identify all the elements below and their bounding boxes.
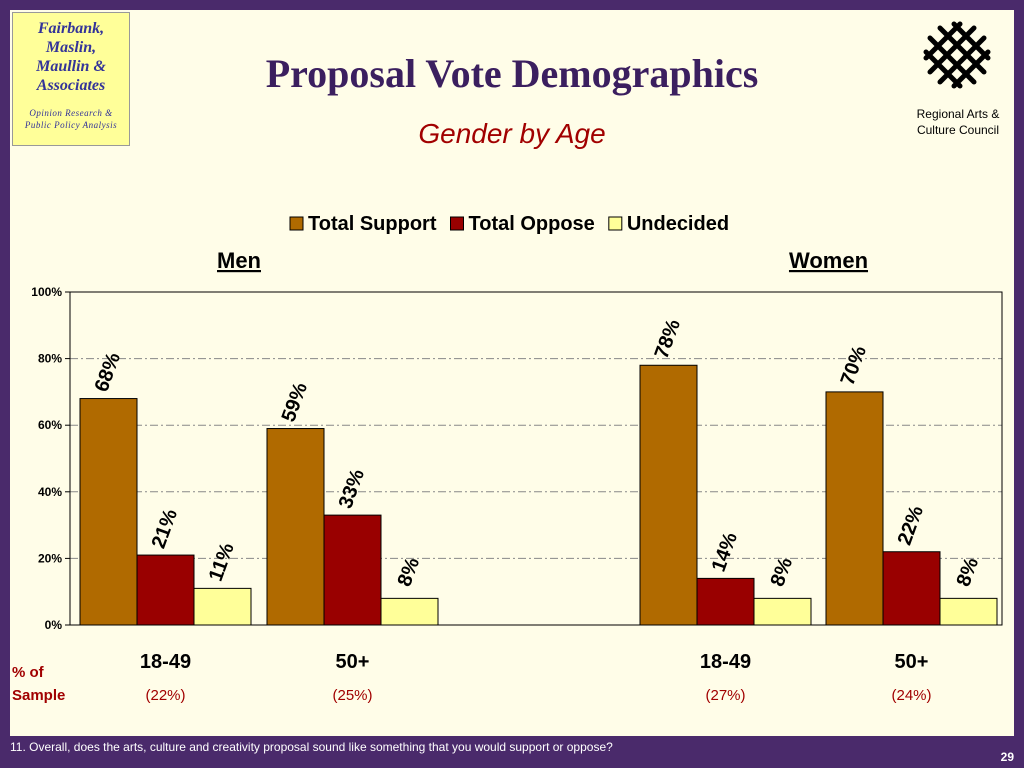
data-label: 70% bbox=[837, 343, 871, 388]
chart-legend: Total Support Total Oppose Undecided bbox=[289, 213, 729, 235]
legend-label: Undecided bbox=[627, 213, 729, 235]
page-subtitle: Gender by Age bbox=[418, 118, 606, 149]
data-label: 59% bbox=[278, 380, 312, 425]
bar bbox=[639, 364, 698, 626]
sample-percent: (24%) bbox=[891, 687, 931, 704]
bar-chart: Total Support Total Oppose Undecided Men Wo… bbox=[12, 213, 1003, 704]
sample-percent: (25%) bbox=[332, 687, 372, 704]
data-label: 11% bbox=[205, 540, 239, 584]
legend-label: Total Oppose bbox=[469, 213, 595, 235]
question-footnote: 11. Overall, does the arts, culture and … bbox=[10, 740, 613, 754]
plot-area bbox=[69, 291, 1003, 626]
council-name: Regional Arts & Culture Council bbox=[900, 106, 1016, 138]
legend-swatch bbox=[450, 216, 464, 231]
legend-label: Total Support bbox=[308, 213, 437, 235]
bar bbox=[266, 428, 325, 626]
logo-line: Associates bbox=[36, 77, 106, 94]
bar bbox=[882, 551, 941, 626]
bar bbox=[323, 514, 382, 626]
x-tick-label: 50+ bbox=[895, 651, 929, 673]
logo-name: Fairbank, Maslin, Maullin & Associates bbox=[13, 19, 129, 95]
logo-line: Maslin, bbox=[45, 39, 97, 56]
y-tick-label: 60% bbox=[38, 418, 62, 432]
x-axis: 18-49 50+ 18-49 50+ bbox=[140, 651, 929, 673]
logo-tagline-line: Opinion Research & bbox=[29, 108, 113, 118]
y-tick-label: 20% bbox=[38, 551, 62, 565]
bar bbox=[696, 577, 755, 626]
y-tick-label: 40% bbox=[38, 485, 62, 499]
data-label: 8% bbox=[767, 555, 798, 590]
page-number: 29 bbox=[1000, 750, 1014, 764]
bar bbox=[380, 597, 439, 626]
data-label: 21% bbox=[148, 506, 182, 551]
y-tick-label: 100% bbox=[31, 285, 62, 299]
footer-bar bbox=[0, 736, 1024, 768]
logo-line: Fairbank, bbox=[37, 20, 105, 37]
chart-grid bbox=[70, 358, 1002, 559]
sample-percent: (27%) bbox=[705, 687, 745, 704]
y-tick-label: 80% bbox=[38, 352, 62, 366]
x-tick-label: 50+ bbox=[336, 651, 370, 673]
group-labels: Men Women bbox=[217, 248, 868, 273]
council-name-line: Culture Council bbox=[916, 123, 1000, 137]
data-label: 8% bbox=[394, 555, 425, 590]
page-title: Proposal Vote Demographics bbox=[265, 51, 759, 96]
legend-swatch bbox=[289, 216, 304, 231]
logo-line: Maullin & bbox=[36, 58, 106, 75]
bar bbox=[193, 587, 252, 626]
sample-label: Sample bbox=[12, 687, 65, 704]
data-label: 8% bbox=[953, 555, 984, 590]
council-name-line: Regional Arts & bbox=[916, 107, 1000, 121]
legend-swatch bbox=[608, 216, 623, 231]
data-label: 14% bbox=[708, 529, 742, 574]
sample-row: (22%) (25%) (27%) (24%) % of Sample bbox=[12, 664, 932, 704]
bars bbox=[79, 364, 998, 626]
y-axis: 0% 20% 40% 60% 80% 100% bbox=[31, 285, 70, 632]
fmma-logo: Fairbank, Maslin, Maullin & Associates O… bbox=[12, 12, 130, 146]
x-tick-label: 18-49 bbox=[140, 651, 191, 673]
data-label: 22% bbox=[894, 503, 928, 548]
bar bbox=[136, 554, 195, 626]
data-label: 33% bbox=[335, 466, 369, 511]
group-label: Women bbox=[789, 248, 868, 273]
data-label: 78% bbox=[651, 316, 685, 361]
sample-percent: (22%) bbox=[145, 687, 185, 704]
y-tick-label: 0% bbox=[45, 618, 63, 632]
sample-label: % of bbox=[12, 664, 45, 681]
logo-tagline-line: Public Policy Analysis bbox=[24, 120, 118, 130]
bar bbox=[79, 398, 138, 626]
x-tick-label: 18-49 bbox=[700, 651, 751, 673]
bar bbox=[825, 391, 884, 626]
woven-lattice-icon bbox=[923, 21, 991, 89]
group-label: Men bbox=[217, 248, 261, 273]
logo-tagline: Opinion Research & Public Policy Analysi… bbox=[13, 107, 129, 131]
bar bbox=[939, 597, 998, 626]
bar bbox=[753, 597, 812, 626]
data-label: 68% bbox=[91, 350, 125, 395]
